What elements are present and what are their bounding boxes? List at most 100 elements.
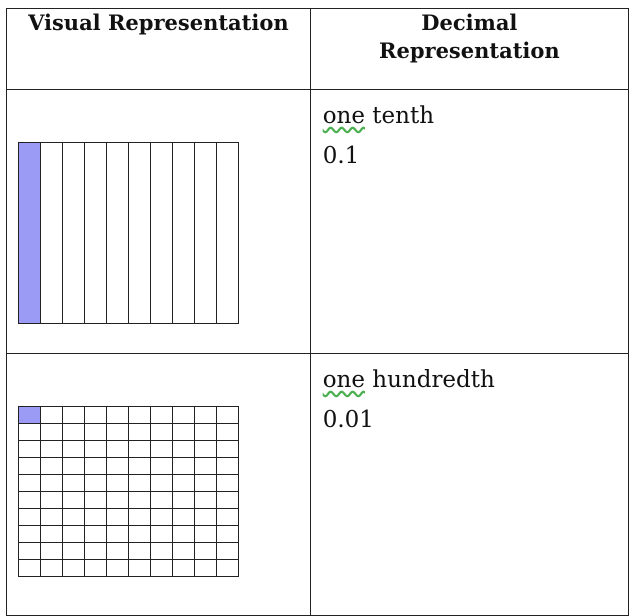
decimal-cell-hundredth: one hundredth 0.01: [309, 353, 629, 616]
grid-cell: [128, 559, 151, 577]
grid-cell: [194, 440, 217, 458]
grid-cell: [84, 542, 107, 560]
grid-cell: [62, 440, 85, 458]
grid-cell: [40, 457, 63, 475]
grid-cell: [106, 474, 129, 492]
word-label-hundredth: one hundredth: [322, 367, 495, 393]
grid-cell: [62, 542, 85, 560]
grid-cell: [128, 423, 151, 441]
grid-cell: [128, 406, 151, 424]
grid-cell: [84, 406, 107, 424]
table-row-tenth: one tenth 0.1: [6, 89, 629, 354]
grid-cell: [172, 491, 195, 509]
grid-cell: [106, 440, 129, 458]
visual-cell-hundredth: [6, 353, 311, 616]
grid-cell: [216, 559, 239, 577]
grid-cell: [18, 423, 41, 441]
grid-cell: [84, 457, 107, 475]
grid-cell: [128, 474, 151, 492]
decimal-header-line1: Decimal: [421, 10, 518, 35]
grid-cell: [216, 542, 239, 560]
grid-cell: [18, 491, 41, 509]
grid-row: [18, 440, 239, 458]
grid-cell: [40, 508, 63, 526]
grid-cell: [18, 440, 41, 458]
grid-cell-shaded: [18, 142, 41, 324]
grid-cell: [128, 508, 151, 526]
grid-cell: [172, 406, 195, 424]
hundredths-grid: [18, 406, 239, 577]
grid-cell: [216, 457, 239, 475]
grid-cell: [106, 423, 129, 441]
visual-header-label: Visual Representation: [28, 10, 289, 35]
grid-cell: [18, 457, 41, 475]
grid-cell: [40, 142, 63, 324]
header-row: Visual Representation Decimal Representa…: [6, 8, 629, 90]
grid-row: [18, 474, 239, 492]
grid-cell: [172, 474, 195, 492]
grid-cell: [216, 406, 239, 424]
grid-cell: [18, 559, 41, 577]
grid-cell: [62, 474, 85, 492]
grid-cell: [194, 474, 217, 492]
grid-cell: [150, 542, 173, 560]
grid-cell: [40, 542, 63, 560]
grid-cell: [40, 559, 63, 577]
grid-cell: [40, 491, 63, 509]
grid-cell: [40, 525, 63, 543]
grid-row: [18, 525, 239, 543]
grid-cell: [62, 423, 85, 441]
grid-cell: [150, 440, 173, 458]
grid-cell: [172, 142, 195, 324]
grid-cell: [84, 423, 107, 441]
grid-cell: [128, 525, 151, 543]
decimal-header: Decimal Representation: [309, 8, 629, 90]
grid-cell: [194, 406, 217, 424]
grid-cell: [150, 406, 173, 424]
grid-cell: [150, 491, 173, 509]
decimal-header-line2: Representation: [379, 38, 560, 63]
grid-cell: [62, 525, 85, 543]
grid-cell: [216, 508, 239, 526]
grid-cell: [150, 559, 173, 577]
grid-cell: [216, 423, 239, 441]
grid-cell: [62, 457, 85, 475]
grid-cell: [106, 525, 129, 543]
tenths-grid: [18, 142, 239, 324]
grid-row: [18, 142, 239, 324]
grid-cell: [18, 525, 41, 543]
grid-cell: [194, 508, 217, 526]
grid-cell: [150, 142, 173, 324]
grid-cell: [106, 142, 129, 324]
visual-cell-tenth: [6, 89, 311, 354]
grid-cell: [40, 440, 63, 458]
grid-row: [18, 491, 239, 509]
grid-cell: [62, 142, 85, 324]
grid-cell: [216, 142, 239, 324]
grid-cell: [172, 457, 195, 475]
grid-row: [18, 457, 239, 475]
grid-cell: [40, 474, 63, 492]
grid-cell: [172, 542, 195, 560]
grid-row: [18, 559, 239, 577]
grid-cell: [84, 559, 107, 577]
grid-cell: [18, 542, 41, 560]
visual-header: Visual Representation: [6, 8, 311, 90]
grid-cell: [216, 440, 239, 458]
grid-cell: [172, 423, 195, 441]
grid-cell: [172, 559, 195, 577]
grid-cell: [194, 525, 217, 543]
grid-cell: [40, 406, 63, 424]
grid-cell: [150, 423, 173, 441]
grid-cell: [84, 142, 107, 324]
grid-cell: [18, 474, 41, 492]
grid-cell: [194, 457, 217, 475]
grid-cell: [128, 440, 151, 458]
grid-cell: [106, 457, 129, 475]
grid-cell: [128, 142, 151, 324]
grid-cell: [128, 542, 151, 560]
place-value-table: Visual Representation Decimal Representa…: [6, 8, 629, 616]
grid-cell: [18, 508, 41, 526]
grid-cell: [128, 457, 151, 475]
grid-cell: [194, 142, 217, 324]
